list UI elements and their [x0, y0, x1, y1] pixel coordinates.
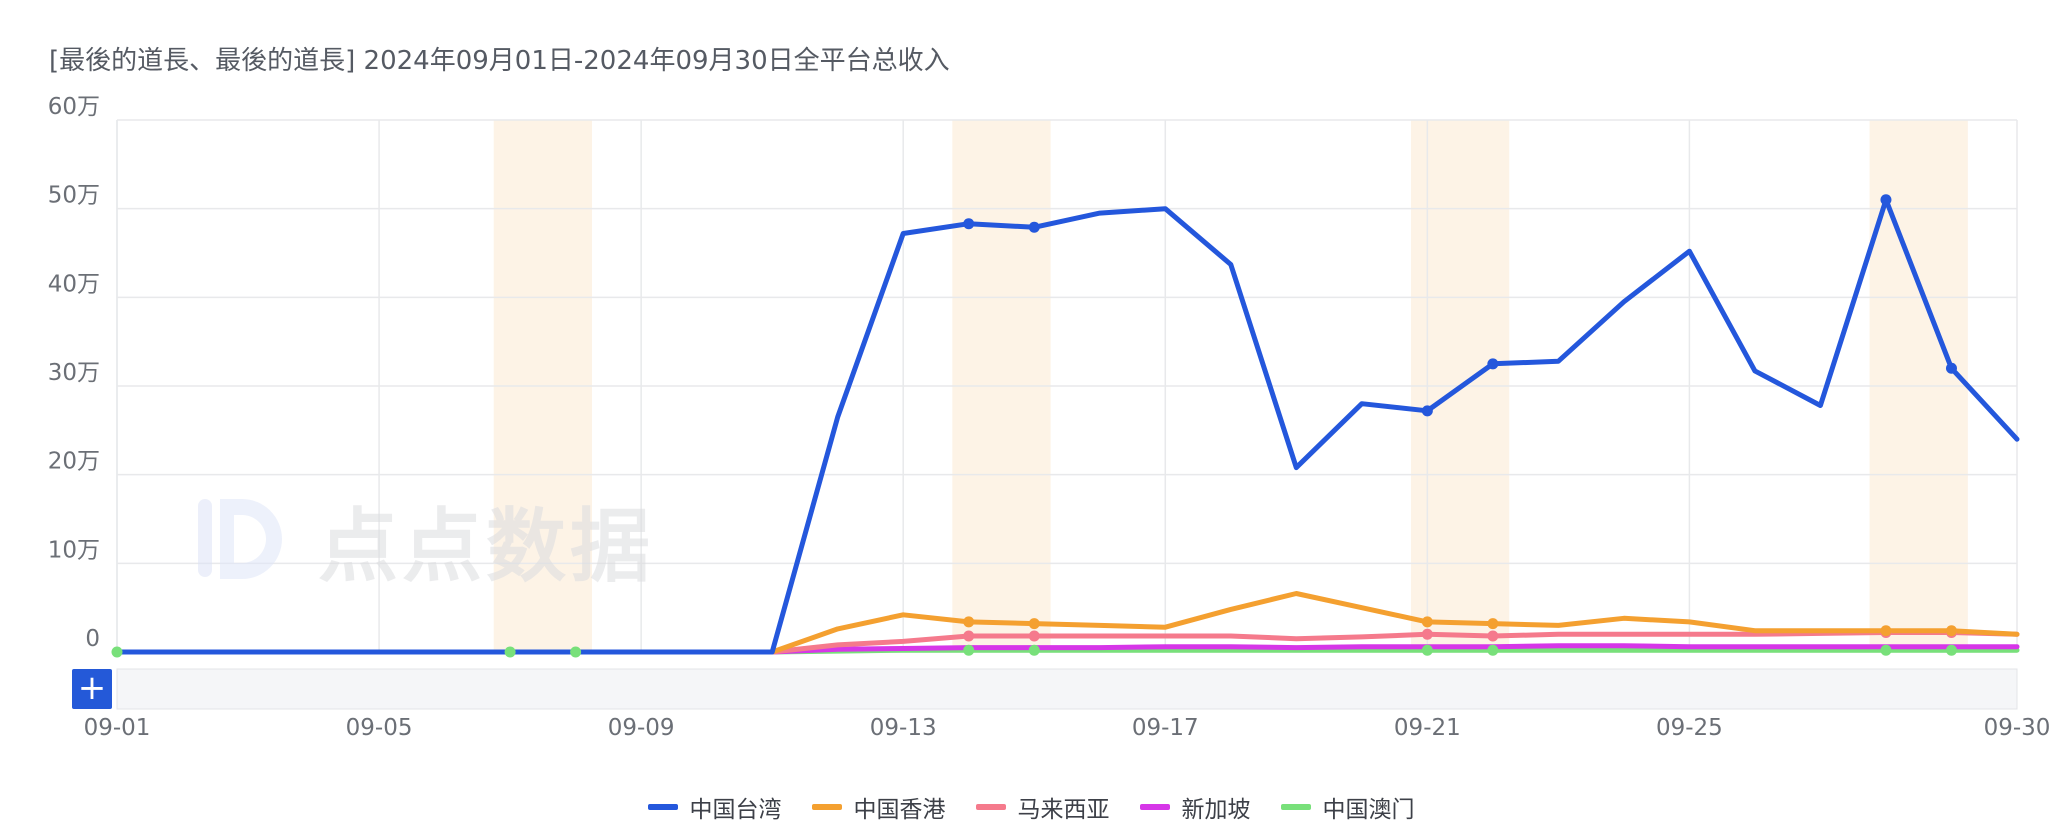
series-point [1421, 405, 1433, 417]
x-tick-label: 09-30 [1984, 715, 2051, 741]
legend-label: 马来西亚 [1017, 797, 1110, 823]
add-button[interactable]: + [72, 669, 112, 709]
series-point [504, 646, 516, 658]
legend-item[interactable]: 马来西亚 [975, 790, 1110, 824]
series-point [1880, 644, 1892, 656]
legend-label: 新加坡 [1181, 797, 1251, 823]
chart-title: [最後的道長、最後的道長] 2024年09月01日-2024年09月30日全平台… [49, 46, 950, 76]
series-point [1028, 221, 1040, 233]
y-tick-label: 0 [85, 626, 100, 652]
series-point [963, 630, 975, 642]
legend: 中国台湾 中国香港 马来西亚 新加坡 中国澳门 [0, 790, 2062, 824]
y-axis: 0 10万 20万 30万 40万 50万 60万 [48, 94, 100, 652]
series-point [111, 646, 123, 658]
legend-swatch [1280, 804, 1311, 810]
series-point [1945, 625, 1957, 637]
legend-swatch [647, 804, 678, 810]
x-tick-label: 09-13 [870, 715, 937, 741]
y-tick-label: 50万 [48, 183, 100, 209]
x-tick-label: 09-25 [1656, 715, 1723, 741]
series-point [1028, 644, 1040, 656]
legend-swatch [975, 804, 1006, 810]
legend-label: 中国香港 [853, 797, 946, 823]
series-point [1487, 358, 1499, 370]
legend-item[interactable]: 新加坡 [1139, 790, 1251, 824]
x-tick-label: 09-17 [1132, 715, 1199, 741]
series-point [1880, 625, 1892, 637]
legend-label: 中国澳门 [1322, 797, 1415, 823]
series-point [963, 616, 975, 628]
x-axis: 09-01 09-05 09-09 09-13 09-17 09-21 09-25 09-30 [84, 715, 2051, 741]
series-line [114, 591, 2020, 655]
legend-label: 中国台湾 [689, 797, 782, 823]
series-point [1421, 616, 1433, 628]
x-tick-label: 09-05 [346, 715, 413, 741]
watermark: 点点数据 [190, 482, 654, 598]
grid [116, 119, 2018, 653]
series-point [1945, 644, 1957, 656]
y-tick-label: 10万 [48, 537, 100, 563]
series-point [1487, 644, 1499, 656]
series-point [1487, 630, 1499, 642]
legend-item[interactable]: 中国台湾 [647, 790, 782, 824]
series-point [1880, 194, 1892, 206]
series-point [1421, 628, 1433, 640]
x-tick-label: 09-21 [1394, 715, 1461, 741]
series-point [1028, 630, 1040, 642]
series-point [1945, 362, 1957, 374]
series-lines [114, 197, 2020, 655]
y-tick-label: 40万 [48, 271, 100, 297]
series-line [114, 197, 2020, 655]
legend-item[interactable]: 中国澳门 [1280, 790, 1415, 824]
series-point [963, 644, 975, 656]
legend-swatch [811, 804, 842, 810]
legend-swatch [1139, 804, 1170, 810]
y-tick-label: 60万 [48, 94, 100, 120]
y-tick-label: 20万 [48, 449, 100, 475]
series-point [1487, 618, 1499, 630]
y-tick-label: 30万 [48, 360, 100, 386]
range-slider-track[interactable] [116, 668, 2018, 710]
series-markers [111, 194, 1957, 658]
series-point [1028, 618, 1040, 630]
x-tick-label: 09-01 [84, 715, 151, 741]
diandian-logo-icon [198, 499, 282, 579]
watermark-text: 点点数据 [318, 500, 654, 593]
line-chart: 0 10万 20万 30万 40万 50万 60万 09-01 09-05 09-09 09-13… [48, 94, 2051, 741]
x-tick-label: 09-09 [608, 715, 675, 741]
legend-item[interactable]: 中国香港 [811, 790, 946, 824]
series-point [1421, 644, 1433, 656]
series-point [570, 646, 582, 658]
series-point [963, 218, 975, 230]
